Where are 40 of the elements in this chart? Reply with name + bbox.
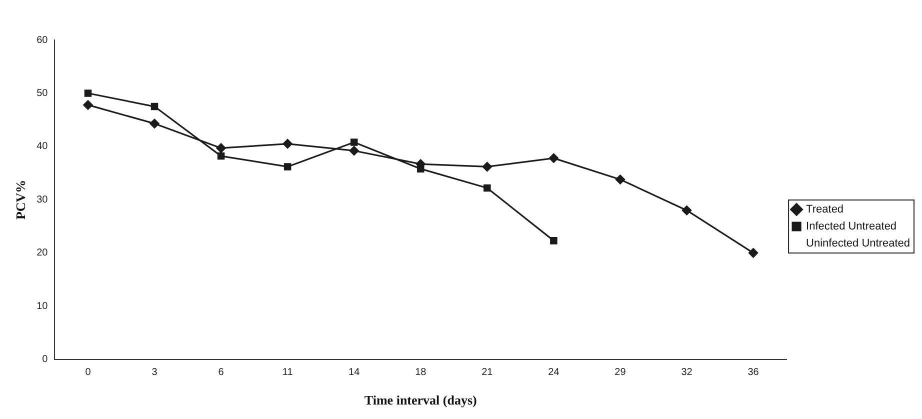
point [484,184,491,192]
x-tick-label: 11 [282,367,294,378]
point [349,146,359,156]
y-tick-label: 50 [36,88,48,99]
point [550,237,558,244]
x-tick-label: 0 [85,367,92,378]
y-tick-label: 60 [36,34,48,46]
point [150,102,158,110]
x-tick-label: 36 [748,367,760,378]
y-axis-title: PCV% [13,180,28,220]
y-tick-label: 20 [36,248,48,259]
point [548,153,558,163]
point [83,100,93,110]
x-tick-label: 24 [548,367,560,378]
point [84,90,92,97]
point [216,143,226,153]
x-axis-title: Time interval (days) [364,392,477,408]
point [217,152,225,160]
x-tick-label: 6 [218,367,224,378]
x-tick-label: 14 [348,367,360,378]
y-tick-label: 0 [42,354,48,366]
point [748,248,758,258]
point [350,138,358,146]
x-tick-label: 32 [681,367,693,378]
point [615,174,626,184]
point [682,206,692,216]
point [150,118,160,128]
legend-label: Treated [806,204,844,216]
x-tick-label: 18 [415,367,427,378]
y-tick-label: 30 [36,194,48,206]
point [482,162,492,172]
x-tick-label: 3 [152,367,158,378]
y-tick-label: 40 [36,141,48,152]
x-tick-label: 29 [614,367,626,378]
text: Uninfected Untreated [806,238,910,250]
point [284,163,292,170]
point [282,139,292,149]
legend-label: Infected Untreated [806,220,897,233]
y-tick-label: 10 [36,300,48,312]
x-tick-label: 21 [482,367,494,378]
